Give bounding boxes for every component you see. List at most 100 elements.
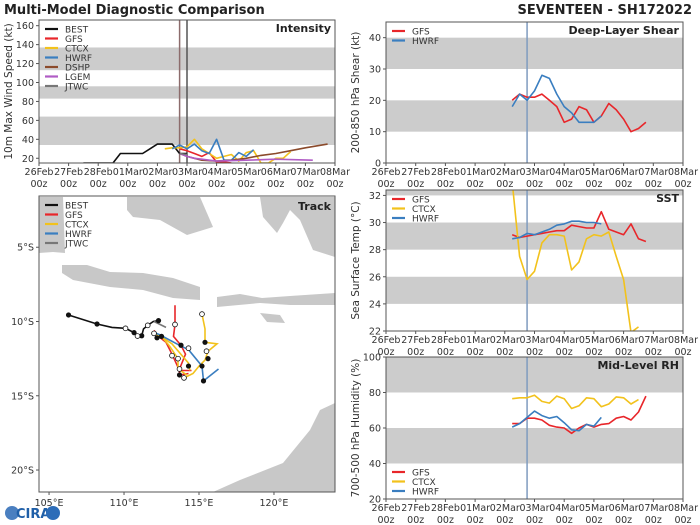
lat-tick-label: 20°S xyxy=(11,466,34,477)
series-line-hwrf xyxy=(511,74,602,124)
x-tick-label-date: 28Feb xyxy=(84,167,113,178)
legend-label: CTCX xyxy=(412,205,436,215)
x-tick-label-hour: 00z xyxy=(437,347,454,358)
y-tick-label: 20 xyxy=(369,495,381,506)
x-tick-label-date: 04Mar xyxy=(202,167,232,178)
x-tick-label-date: 04Mar xyxy=(549,167,579,178)
x-tick-label-hour: 00z xyxy=(526,347,543,358)
y-tick-label: 80 xyxy=(369,388,381,399)
track-point-filled xyxy=(202,339,208,345)
x-tick-label-date: 04Mar xyxy=(549,335,579,346)
legend-label: GFS xyxy=(412,196,430,206)
x-tick-label-hour: 00z xyxy=(208,179,225,190)
x-tick-label-date: 05Mar xyxy=(231,167,261,178)
x-tick-label-date: 01Mar xyxy=(460,335,490,346)
series-line-hwrf xyxy=(171,138,255,161)
series-line-ctcx xyxy=(512,394,639,410)
x-tick-label-hour: 00z xyxy=(238,179,255,190)
x-tick-label-date: 04Mar xyxy=(549,503,579,514)
x-tick-label-hour: 00z xyxy=(467,179,484,190)
legend-label: HWRF xyxy=(412,37,439,47)
x-tick-label-date: 06Mar xyxy=(609,503,639,514)
x-tick-label-date: 26Feb xyxy=(372,503,401,514)
legend-label: CTCX xyxy=(65,45,89,55)
x-tick-label-date: 08Mar xyxy=(320,167,350,178)
y-tick-label: 60 xyxy=(22,116,34,127)
land-java xyxy=(62,265,200,300)
shaded-band xyxy=(386,428,683,464)
legend-label: JTWC xyxy=(64,240,88,250)
x-tick-label-hour: 00z xyxy=(526,179,543,190)
x-tick-label-date: 26Feb xyxy=(372,167,401,178)
lon-tick-label: 110°E xyxy=(110,498,139,509)
track-jtwc xyxy=(153,320,167,329)
y-tick-label: 28 xyxy=(369,245,381,256)
track-point-open xyxy=(176,366,183,372)
track-point-open xyxy=(151,330,157,337)
legend-label: GFS xyxy=(65,211,83,221)
track-point-open xyxy=(172,321,178,328)
legend-label: GFS xyxy=(65,35,83,45)
y-tick-label: 140 xyxy=(16,40,34,51)
x-tick-label-hour: 00z xyxy=(467,347,484,358)
x-tick-label-hour: 00z xyxy=(467,515,484,525)
x-tick-label-date: 08Mar xyxy=(668,503,698,514)
panel-sst: SST22242628303226Feb00z27Feb00z28Feb00z0… xyxy=(350,189,698,358)
y-tick-label: 22 xyxy=(369,327,381,338)
plot-area xyxy=(386,190,683,331)
x-tick-label-hour: 00z xyxy=(60,179,77,190)
track-point-filled xyxy=(65,312,72,318)
panel-mid-level-rh: Mid-Level RH2040608010026Feb00z27Feb00z2… xyxy=(350,353,698,525)
x-tick-label-hour: 00z xyxy=(437,179,454,190)
land-lesser-sunda xyxy=(217,293,335,307)
legend-label: LGEM xyxy=(65,73,90,83)
y-axis-label: 200-850 hPa Shear (kt) xyxy=(350,32,362,154)
y-tick-label: 10 xyxy=(369,127,381,138)
x-tick-label-hour: 00z xyxy=(674,179,691,190)
map-ocean xyxy=(39,196,335,492)
x-tick-label-date: 02Mar xyxy=(142,167,172,178)
x-tick-label-hour: 00z xyxy=(377,515,394,525)
x-tick-label-date: 07Mar xyxy=(638,503,668,514)
shaded-band xyxy=(386,100,683,132)
x-tick-label-hour: 00z xyxy=(178,179,195,190)
lat-tick-label: 5°S xyxy=(17,243,34,254)
y-tick-label: 80 xyxy=(22,97,34,108)
x-tick-label-hour: 00z xyxy=(496,347,513,358)
series-line-gfs xyxy=(511,93,647,133)
x-tick-label-hour: 00z xyxy=(645,179,662,190)
x-tick-label-date: 27Feb xyxy=(401,167,430,178)
cira-logo: CIRA xyxy=(5,506,60,522)
track-point-filled xyxy=(205,356,211,362)
x-tick-label-hour: 00z xyxy=(645,347,662,358)
legend-label: HWRF xyxy=(412,215,439,225)
x-tick-label-hour: 00z xyxy=(674,515,691,525)
legend-label: BEST xyxy=(65,202,89,212)
x-tick-label-hour: 00z xyxy=(377,347,394,358)
x-tick-label-date: 03Mar xyxy=(519,503,549,514)
x-tick-label-hour: 00z xyxy=(326,179,343,190)
track-point-filled xyxy=(199,363,205,369)
x-tick-label-hour: 00z xyxy=(407,179,424,190)
shaded-band xyxy=(386,276,683,304)
series-line-hwrf xyxy=(511,410,602,432)
track-point-filled xyxy=(94,321,100,327)
x-tick-label-hour: 00z xyxy=(556,347,573,358)
track-point-filled xyxy=(158,333,165,339)
y-tick-label: 30 xyxy=(369,218,381,229)
track-point-filled xyxy=(178,342,184,348)
track-point-open xyxy=(203,348,210,355)
x-tick-label-date: 05Mar xyxy=(579,167,609,178)
y-tick-label: 26 xyxy=(369,272,381,283)
x-tick-label-hour: 00z xyxy=(496,515,513,525)
storm-title: SEVENTEEN - SH172022 xyxy=(517,3,692,18)
panel-intensity: Intensity2040608010012014016026Feb00z27F… xyxy=(3,19,350,190)
x-tick-label-hour: 00z xyxy=(297,179,314,190)
plot-area xyxy=(39,20,335,163)
